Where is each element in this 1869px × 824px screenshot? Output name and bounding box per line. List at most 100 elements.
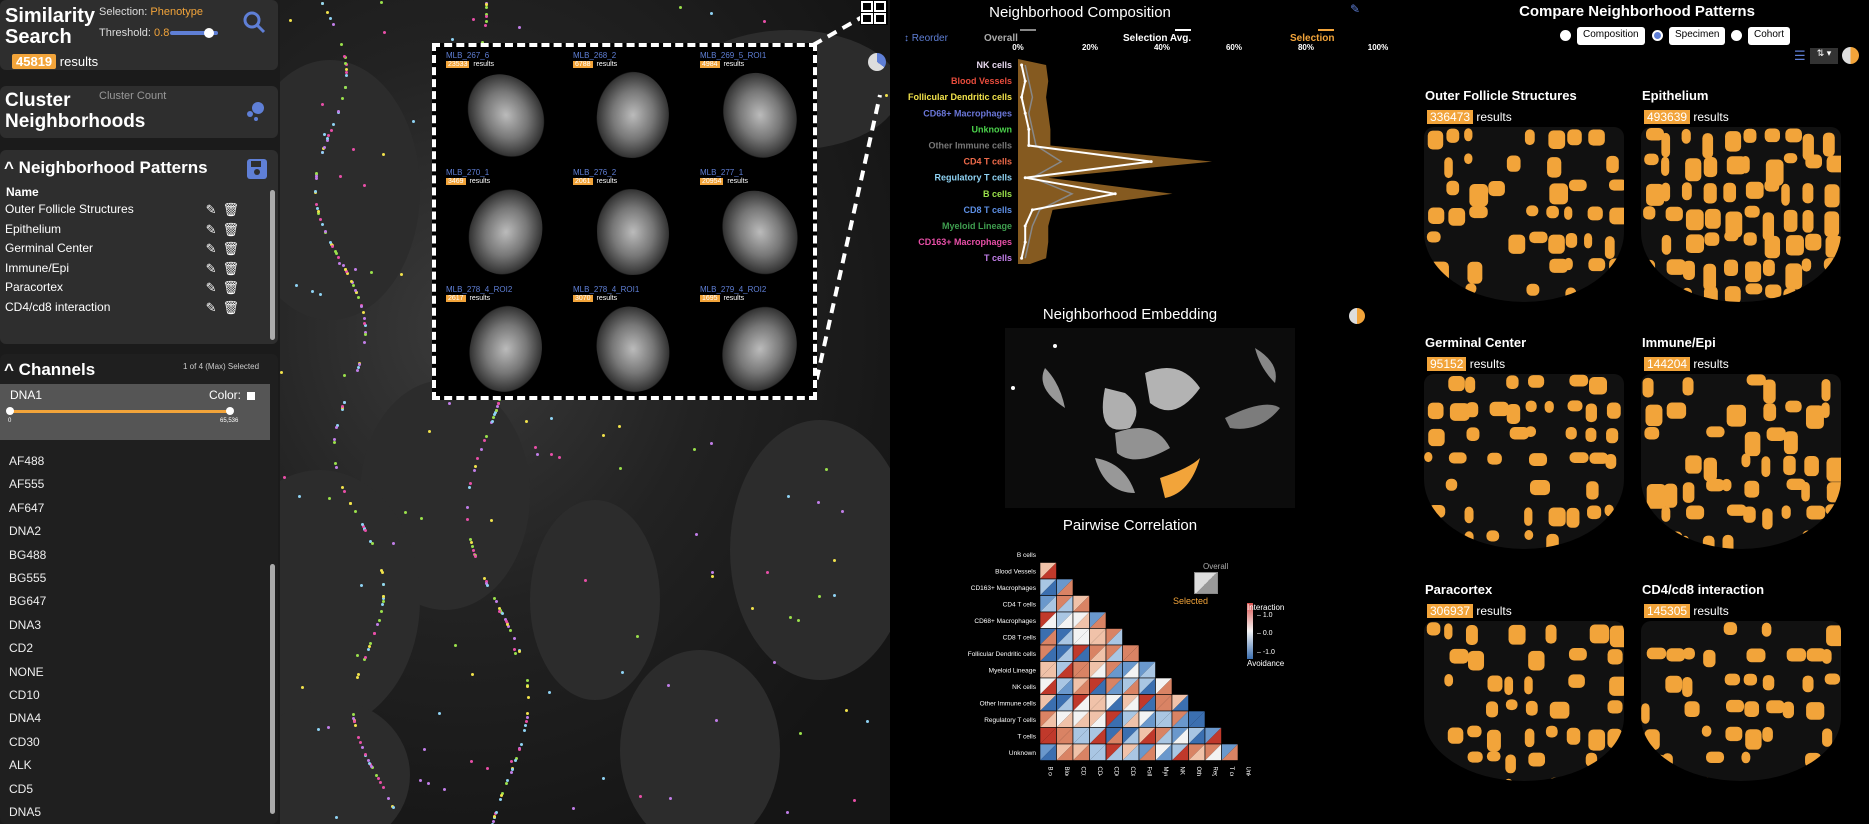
corr-cell[interactable]	[1039, 628, 1057, 646]
channel-item[interactable]: AF647	[9, 500, 45, 515]
corr-cell[interactable]	[1204, 743, 1222, 761]
corr-cell[interactable]	[1056, 661, 1074, 679]
channel-item[interactable]: DNA5	[9, 805, 42, 819]
trash-icon[interactable]: 🗑	[222, 260, 245, 276]
corr-cell[interactable]	[1171, 743, 1189, 761]
corr-cell[interactable]	[1072, 694, 1090, 712]
legend-overall[interactable]: Overall	[984, 29, 1036, 44]
corr-cell[interactable]	[1039, 661, 1057, 679]
embedding-plot[interactable]	[1005, 328, 1295, 508]
corr-cell[interactable]	[1221, 743, 1239, 761]
corr-cell[interactable]	[1039, 743, 1057, 761]
channel-item[interactable]: DNA4	[9, 711, 42, 726]
corr-cell[interactable]	[1072, 710, 1090, 728]
cluster-icon[interactable]	[244, 100, 266, 127]
corr-cell[interactable]	[1155, 743, 1173, 761]
corr-cell[interactable]	[1089, 743, 1107, 761]
channel-item[interactable]: DNA2	[9, 524, 42, 539]
channel-item[interactable]: BG647	[9, 594, 47, 609]
corr-cell[interactable]	[1056, 694, 1074, 712]
corr-cell[interactable]	[1122, 677, 1140, 695]
composition-cell-label[interactable]: Myeloid Lineage	[942, 221, 1012, 231]
corr-cell[interactable]	[1039, 562, 1057, 580]
pencil-icon[interactable]: ✎	[205, 300, 223, 315]
composition-cell-label[interactable]: B cells	[983, 189, 1012, 199]
search-icon[interactable]	[242, 10, 266, 39]
channel-item[interactable]: CD5	[9, 781, 34, 796]
reorder-button[interactable]: ↕ Reorder	[904, 33, 948, 44]
corr-cell[interactable]	[1089, 661, 1107, 679]
channel-item[interactable]: BG488	[9, 547, 47, 562]
corr-cell[interactable]	[1089, 644, 1107, 662]
corr-cell[interactable]	[1072, 644, 1090, 662]
corr-cell[interactable]	[1155, 694, 1173, 712]
channel-item[interactable]: BG555	[9, 571, 47, 585]
option-specimen[interactable]: Specimen	[1669, 27, 1726, 45]
option-composition[interactable]: Composition	[1577, 27, 1645, 45]
radio-specimen[interactable]	[1652, 30, 1663, 41]
composition-cell-label[interactable]: Unknown	[972, 124, 1013, 134]
corr-cell[interactable]	[1105, 710, 1123, 728]
legend-selection[interactable]: Selection	[1290, 29, 1335, 44]
color-swatch[interactable]	[247, 392, 255, 400]
corr-cell[interactable]	[1039, 595, 1057, 613]
corr-cell[interactable]	[1105, 677, 1123, 695]
corr-cell[interactable]	[1039, 694, 1057, 712]
corr-cell[interactable]	[1089, 694, 1107, 712]
corr-cell[interactable]	[1089, 628, 1107, 646]
corr-cell[interactable]	[1105, 694, 1123, 712]
correlation-matrix[interactable]: B cells B cells Blood Vessels Blood Vessels…	[890, 536, 1340, 776]
threshold-slider-handle[interactable]	[204, 28, 214, 38]
compare-pattern-image[interactable]	[1641, 127, 1841, 302]
pattern-item[interactable]: Outer Follicle Structures ✎🗑	[5, 202, 245, 222]
specimen-tile[interactable]: MLB_269_5_ROI1 4984 results	[700, 51, 820, 167]
channel-item[interactable]: AF555	[9, 477, 45, 492]
corr-cell[interactable]	[1039, 611, 1057, 629]
corr-cell[interactable]	[1089, 727, 1107, 745]
corr-cell[interactable]	[1056, 743, 1074, 761]
corr-cell[interactable]	[1072, 595, 1090, 613]
composition-cell-label[interactable]: T cells	[984, 253, 1012, 263]
channel-item[interactable]: NONE	[9, 664, 44, 679]
corr-cell[interactable]	[1122, 661, 1140, 679]
pattern-item[interactable]: Paracortex ✎🗑	[5, 280, 245, 300]
save-icon[interactable]	[246, 158, 268, 185]
pattern-item[interactable]: Germinal Center ✎🗑	[5, 241, 245, 261]
corr-cell[interactable]	[1072, 743, 1090, 761]
corr-cell[interactable]	[1056, 611, 1074, 629]
chevron-up-icon[interactable]: ^	[4, 360, 14, 379]
corr-cell[interactable]	[1105, 743, 1123, 761]
corr-cell[interactable]	[1171, 727, 1189, 745]
option-cohort[interactable]: Cohort	[1748, 27, 1791, 45]
specimen-tile[interactable]: MLB_279_4_ROI2 1695 results	[700, 285, 820, 404]
chevron-up-icon[interactable]: ^	[4, 158, 14, 177]
corr-cell[interactable]	[1089, 710, 1107, 728]
corr-cell[interactable]	[1039, 677, 1057, 695]
composition-cell-label[interactable]: Follicular Dendritic cells	[908, 92, 1012, 102]
composition-cell-label[interactable]: CD163+ Macrophages	[918, 237, 1012, 247]
compare-pattern-image[interactable]	[1424, 127, 1624, 302]
range-min-handle[interactable]	[6, 407, 14, 415]
active-channel[interactable]: DNA1 Color: 0 65,536	[0, 384, 270, 440]
radio-composition[interactable]	[1560, 30, 1571, 41]
compare-pattern-image[interactable]	[1641, 374, 1841, 549]
corr-cell[interactable]	[1056, 710, 1074, 728]
trash-icon[interactable]: 🗑	[222, 202, 245, 217]
corr-cell[interactable]	[1122, 710, 1140, 728]
corr-cell[interactable]	[1105, 727, 1123, 745]
corr-cell[interactable]	[1072, 677, 1090, 695]
channel-item[interactable]: DNA3	[9, 617, 42, 632]
corr-cell[interactable]	[1072, 661, 1090, 679]
radio-cohort[interactable]	[1731, 30, 1742, 41]
specimen-tile[interactable]: MLB_277_1 20954 results	[700, 168, 820, 287]
corr-cell[interactable]	[1155, 677, 1173, 695]
pattern-item[interactable]: Epithelium ✎🗑	[5, 222, 245, 242]
grid-view-icon[interactable]	[860, 0, 888, 25]
corr-cell[interactable]	[1105, 644, 1123, 662]
sort-dropdown[interactable]: ⇅ ▾	[1810, 48, 1838, 64]
corr-cell[interactable]	[1138, 694, 1156, 712]
patterns-scrollbar[interactable]	[270, 190, 275, 340]
corr-cell[interactable]	[1072, 628, 1090, 646]
pencil-icon[interactable]: ✎	[205, 260, 223, 276]
specimen-tile[interactable]: MLB_276_2 2061 results	[573, 168, 693, 277]
